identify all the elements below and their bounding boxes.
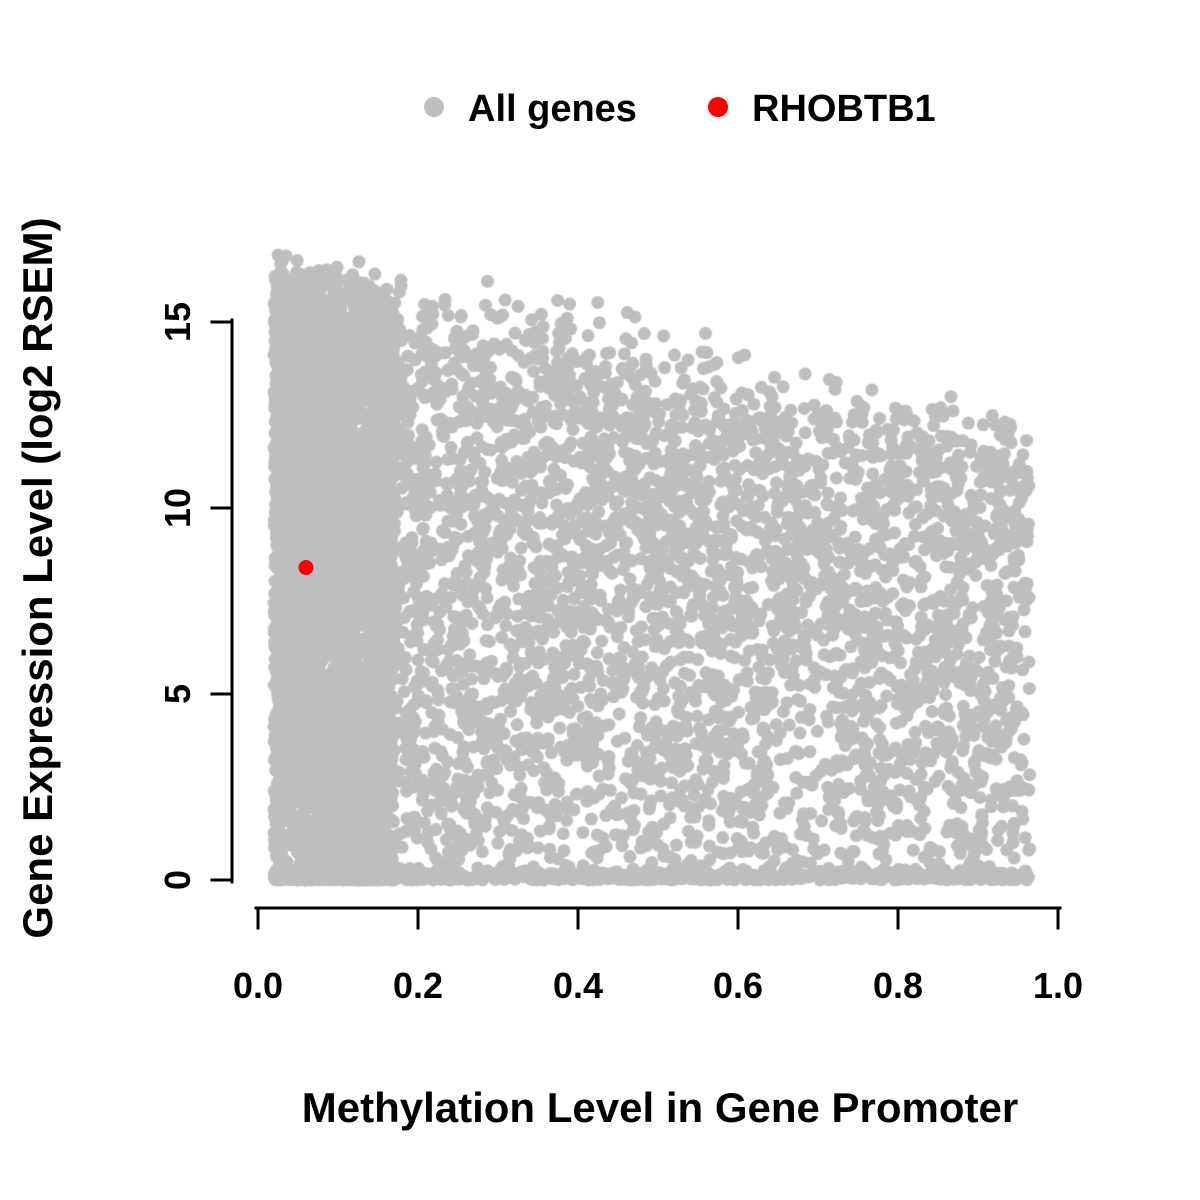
y-tick-label: 15 [157, 302, 198, 342]
legend-marker-all-genes [424, 97, 444, 117]
x-axis-title: Methylation Level in Gene Promoter [302, 1084, 1018, 1131]
y-tick-label: 10 [157, 488, 198, 528]
legend-label-all-genes: All genes [468, 88, 637, 130]
x-tick-label: 0.0 [233, 965, 283, 1006]
x-tick-label: 0.4 [553, 965, 603, 1006]
y-axis-title: Gene Expression Level (log2 RSEM) [14, 217, 61, 938]
x-tick-label: 0.6 [713, 965, 763, 1006]
x-tick-label: 0.2 [393, 965, 443, 1006]
legend-marker-rhobtb1 [708, 97, 728, 117]
y-axis-ticks: 0 5 10 15 [157, 302, 234, 890]
x-tick-label: 0.8 [873, 965, 923, 1006]
legend-label-rhobtb1: RHOBTB1 [752, 88, 936, 130]
rhobtb1-point [298, 560, 314, 576]
x-axis-ticks: 0.0 0.2 0.4 0.6 0.8 1.0 [233, 906, 1083, 1006]
legend: All genes RHOBTB1 [424, 88, 936, 130]
y-tick-label: 5 [157, 684, 198, 704]
y-tick-label: 0 [157, 870, 198, 890]
x-tick-label: 1.0 [1033, 965, 1083, 1006]
